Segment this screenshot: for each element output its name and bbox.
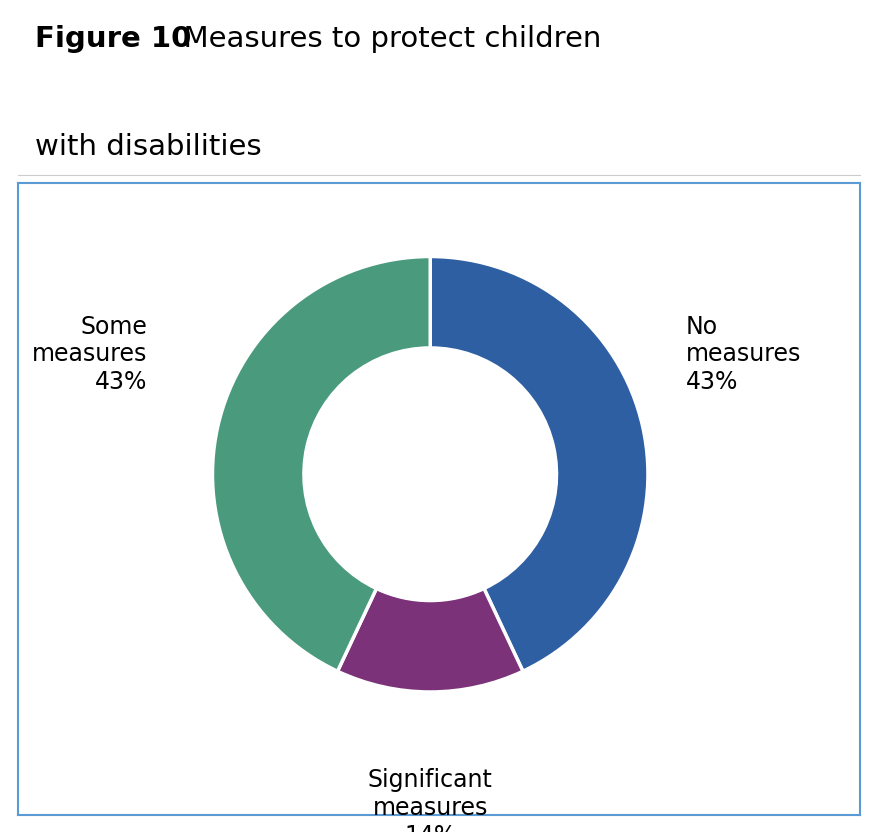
Wedge shape [430,256,647,671]
Text: Significant
measures
14%: Significant measures 14% [367,768,492,832]
Wedge shape [212,256,430,671]
Text: Some
measures
43%: Some measures 43% [32,314,147,394]
Text: No
measures
43%: No measures 43% [685,314,801,394]
Text: Figure 10: Figure 10 [35,25,191,53]
Text: Measures to protect children: Measures to protect children [165,25,601,53]
Text: with disabilities: with disabilities [35,133,261,161]
Wedge shape [337,588,523,692]
